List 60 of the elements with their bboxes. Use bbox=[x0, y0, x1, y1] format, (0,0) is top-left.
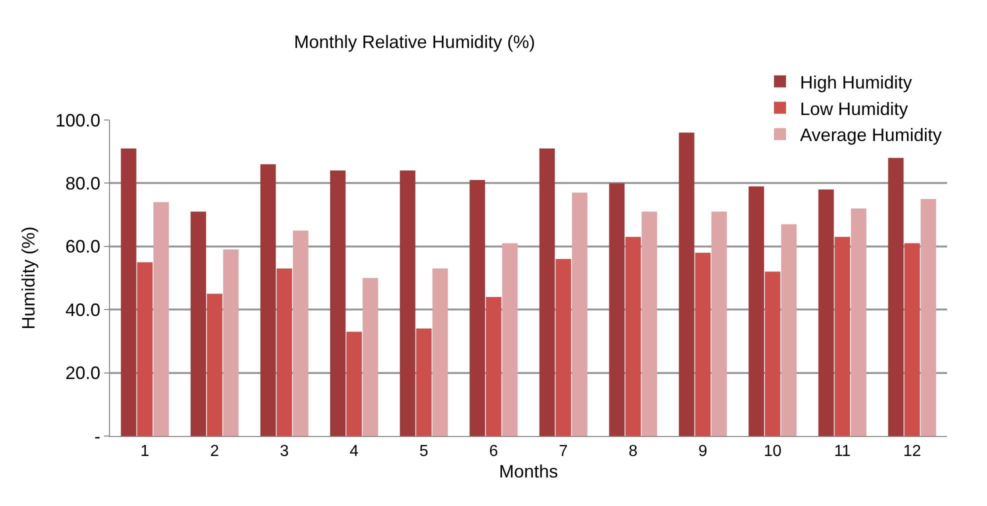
bar bbox=[609, 183, 625, 436]
x-tick-label: 7 bbox=[558, 443, 568, 460]
chart-title: Monthly Relative Humidity (%) bbox=[294, 32, 536, 52]
x-tick-label: 2 bbox=[210, 443, 220, 460]
y-axis-title: Humidity (%) bbox=[18, 226, 39, 330]
bar bbox=[190, 212, 206, 436]
bar bbox=[206, 294, 222, 436]
x-tick-label: 5 bbox=[419, 443, 428, 460]
bar bbox=[137, 262, 153, 436]
bar bbox=[346, 332, 362, 436]
bar bbox=[153, 202, 169, 436]
legend-label: Low Humidity bbox=[800, 98, 908, 119]
bar bbox=[400, 170, 416, 436]
bar bbox=[748, 186, 764, 436]
bar bbox=[642, 212, 658, 436]
y-tick-label: 40.0 bbox=[65, 300, 100, 320]
bar bbox=[711, 212, 727, 436]
x-tick-label: 9 bbox=[698, 443, 708, 460]
x-tick-label: 10 bbox=[764, 443, 782, 460]
bar bbox=[764, 272, 780, 436]
y-tick-label: 100.0 bbox=[55, 110, 100, 130]
bar bbox=[486, 296, 502, 436]
bar bbox=[120, 148, 136, 436]
bar bbox=[432, 268, 448, 436]
bar bbox=[920, 199, 936, 436]
bar bbox=[223, 250, 239, 436]
bar bbox=[292, 230, 308, 436]
bar bbox=[362, 278, 378, 436]
x-tick-label: 12 bbox=[903, 443, 922, 460]
y-tick-label: 80.0 bbox=[65, 174, 100, 194]
y-tick-label: - bbox=[94, 426, 100, 446]
x-tick-label: 4 bbox=[350, 443, 359, 460]
bar bbox=[834, 236, 850, 436]
y-tick-label: 60.0 bbox=[65, 236, 100, 257]
y-tick-label: 20.0 bbox=[65, 363, 100, 384]
x-tick-label: 3 bbox=[280, 443, 289, 460]
bar bbox=[850, 208, 866, 436]
legend-label: High Humidity bbox=[800, 72, 912, 92]
bar bbox=[470, 180, 486, 436]
bar bbox=[888, 158, 904, 436]
legend-label: Average Humidity bbox=[800, 125, 942, 146]
bar bbox=[276, 268, 292, 436]
x-tick-label: 11 bbox=[834, 443, 851, 460]
bar bbox=[678, 132, 694, 436]
bar bbox=[330, 170, 346, 436]
bar bbox=[781, 224, 797, 436]
bar bbox=[502, 243, 518, 436]
x-tick-label: 1 bbox=[140, 443, 150, 460]
x-tick-label: 6 bbox=[489, 443, 498, 460]
bar bbox=[556, 259, 572, 436]
bar bbox=[416, 328, 432, 436]
bar bbox=[695, 252, 711, 436]
bar bbox=[572, 192, 588, 436]
x-axis-title: Months bbox=[498, 461, 558, 482]
bar bbox=[818, 190, 834, 436]
bar bbox=[625, 236, 641, 436]
bar bbox=[260, 164, 276, 436]
bar bbox=[539, 148, 555, 436]
bar bbox=[904, 243, 920, 436]
x-tick-label: 8 bbox=[628, 443, 638, 460]
